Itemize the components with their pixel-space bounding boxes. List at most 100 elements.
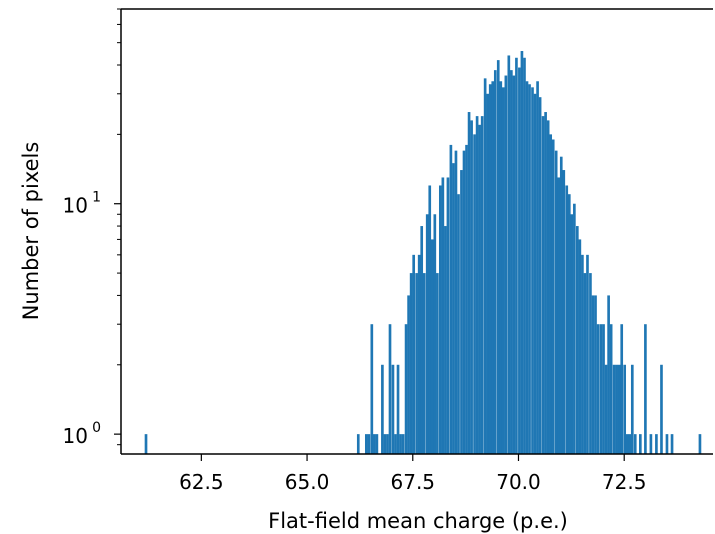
histogram-bar (528, 84, 531, 454)
histogram-bar (649, 434, 653, 454)
histogram-bar (356, 434, 360, 454)
histogram-bar (644, 324, 647, 454)
histogram-bar (496, 60, 500, 455)
histogram-bar (422, 273, 426, 454)
histogram-bar (698, 434, 702, 454)
histogram-bar (604, 364, 608, 454)
histogram-bar (565, 185, 569, 455)
histogram-bar (460, 170, 463, 455)
histogram-bar (549, 134, 553, 455)
histogram-bar (515, 57, 518, 454)
histogram-bar (491, 81, 495, 454)
histogram-bar (446, 177, 450, 454)
histogram-bar (670, 434, 674, 454)
histogram-bar (639, 434, 642, 454)
histogram-bar (544, 112, 547, 454)
histogram-bar (602, 324, 605, 454)
histogram-bar (655, 434, 658, 454)
histogram-bar (473, 134, 476, 455)
histogram-bar (573, 203, 576, 454)
histogram-bar (615, 364, 618, 454)
histogram-bar (444, 226, 447, 454)
histogram-bar (628, 434, 632, 454)
histogram-bar (409, 273, 413, 454)
histogram-bar (452, 163, 455, 454)
histogram-bar (633, 434, 637, 454)
histogram-bar (493, 70, 497, 454)
histogram-bar (623, 364, 627, 454)
histogram-bar (415, 273, 418, 454)
histogram-bar (394, 434, 397, 454)
histogram-bar (412, 254, 416, 454)
x-tick-label: 62.5 (179, 470, 224, 494)
histogram-bar (457, 194, 460, 454)
histogram-bar (551, 139, 555, 454)
histogram-bar (430, 239, 434, 454)
histogram-bar (596, 324, 600, 454)
histogram-bar (388, 324, 392, 454)
histogram-bar (520, 51, 524, 454)
histogram-bar (607, 295, 610, 454)
histogram-bar (557, 177, 561, 454)
x-tick-label: 65.0 (285, 470, 330, 494)
histogram-bar (391, 364, 395, 454)
histogram-bar (367, 434, 371, 454)
x-tick-label: 70.0 (496, 470, 541, 494)
histogram-bar (578, 239, 582, 454)
histogram-bar (589, 273, 592, 454)
histogram-bar (523, 57, 526, 454)
histogram-bar (480, 116, 484, 455)
histogram-bar (386, 434, 389, 454)
histogram-bar (525, 81, 529, 454)
histogram-bar (401, 434, 405, 454)
histogram-bar (417, 254, 421, 454)
histogram-bar (381, 364, 384, 454)
histogram-bar (436, 273, 439, 454)
histogram-bar (399, 434, 402, 454)
histogram-bar (575, 226, 579, 454)
y-tick-label: 10 (63, 424, 88, 448)
histogram-bar (470, 120, 473, 454)
x-tick-label: 72.5 (602, 470, 647, 494)
histogram-bar (465, 144, 468, 454)
histogram-bar (531, 87, 534, 454)
histogram-bar (467, 112, 471, 454)
histogram-bar (533, 93, 537, 454)
axes (120, 8, 713, 455)
histogram-bar (518, 67, 521, 454)
histogram-bar (617, 364, 621, 454)
histogram-bar (630, 364, 634, 454)
histogram-bar (396, 364, 400, 454)
histogram-bar (373, 434, 376, 454)
histogram-bar (454, 150, 458, 454)
histogram-bar (541, 116, 545, 455)
histogram-bar (364, 434, 368, 454)
histogram-bars (144, 51, 702, 455)
histogram-bar (370, 324, 374, 454)
histogram-bar (433, 214, 437, 454)
histogram-bar (538, 97, 542, 455)
x-axis-ticks: 62.5 65.0 67.5 70.0 72.5 (179, 454, 646, 494)
histogram-bar (478, 124, 481, 454)
histogram-bar (475, 116, 479, 455)
histogram-bar (599, 324, 603, 454)
histogram-bar (567, 194, 571, 454)
histogram-bar (546, 120, 550, 454)
histogram-bar (483, 78, 487, 455)
histogram-bar (407, 295, 410, 454)
histogram-bar (501, 87, 505, 454)
histogram-bar (554, 150, 558, 454)
histogram-bar (449, 144, 453, 454)
histogram-bar (428, 185, 432, 455)
histogram-bar (441, 177, 445, 454)
y-tick-exponent: 1 (92, 190, 101, 206)
histogram-bar (660, 364, 663, 454)
y-axis-label: Number of pixels (19, 142, 43, 321)
histogram-bar (510, 70, 513, 454)
histogram-bar (507, 55, 511, 455)
x-axis-label: Flat-field mean charge (p.e.) (268, 509, 568, 533)
histogram-bar (570, 214, 574, 454)
histogram-bar (404, 324, 408, 454)
